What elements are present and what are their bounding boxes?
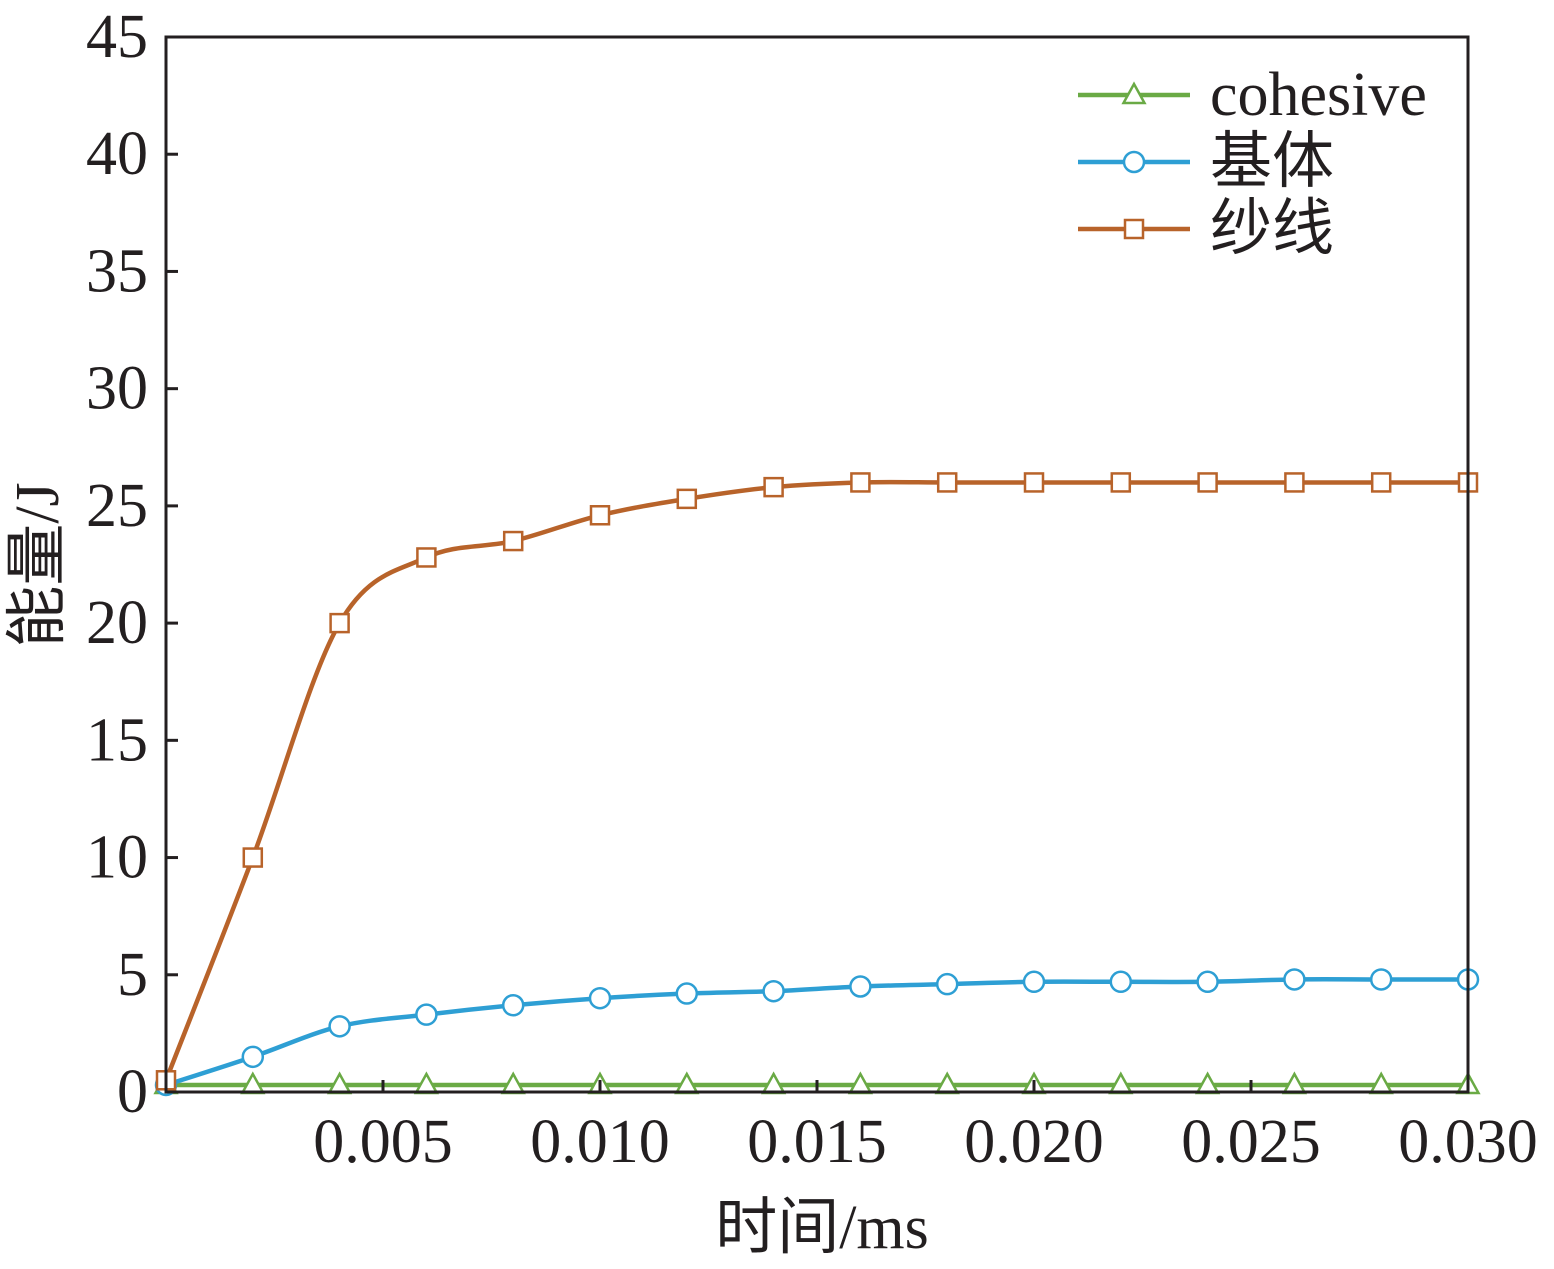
data-point-square xyxy=(1284,472,1305,493)
x-tick-label: 0.005 xyxy=(313,1108,453,1176)
data-point-square xyxy=(416,547,437,568)
data-point-square xyxy=(1110,472,1132,493)
y-tick-label: 15 xyxy=(86,706,148,774)
axis-ticks: 0 5 10 15 20 25 30 35 40 45 0.005 0.010 0.015 0.020 0.… xyxy=(86,3,1538,1176)
x-tick-label: 0.015 xyxy=(747,1108,887,1176)
y-tick-label: 20 xyxy=(86,589,148,657)
x-axis-title: 时间/ms xyxy=(715,1194,929,1262)
data-point-circle xyxy=(588,986,612,1010)
data-point-square xyxy=(676,488,698,510)
data-point-square xyxy=(502,530,524,552)
series-line-circle xyxy=(165,977,1468,1088)
data-point-square xyxy=(763,476,784,498)
y-tick-label: 25 xyxy=(86,472,148,540)
legend-marker-square xyxy=(1123,218,1145,240)
data-point-square xyxy=(589,505,611,526)
data-point-square xyxy=(850,472,871,493)
data-point-circle xyxy=(1369,968,1393,991)
y-axis-title: 能量/J xyxy=(4,482,72,647)
data-point-square xyxy=(1197,472,1218,493)
x-tick-label: 0.025 xyxy=(1181,1108,1321,1176)
data-point-circle xyxy=(241,1045,265,1069)
x-tick-label: 0.010 xyxy=(530,1108,670,1176)
data-point-square xyxy=(1370,472,1392,493)
data-point-circle xyxy=(849,975,872,998)
data-point-circle xyxy=(415,1003,438,1026)
legend-marker-circle xyxy=(1122,150,1146,174)
y-tick-label: 35 xyxy=(86,237,148,305)
y-tick-label: 45 xyxy=(86,3,148,71)
data-point-square xyxy=(1023,472,1045,493)
data-point-square xyxy=(329,612,350,634)
y-tick-label: 0 xyxy=(117,1058,148,1126)
data-point-square xyxy=(242,847,264,868)
series-layer xyxy=(153,472,1481,1097)
legend-label: cohesive xyxy=(1210,61,1427,129)
y-tick-label: 40 xyxy=(86,120,148,188)
legend-label: 基体 xyxy=(1210,128,1334,196)
x-tick-label: 0.030 xyxy=(1398,1108,1538,1176)
y-tick-label: 30 xyxy=(86,355,148,423)
data-point-circle xyxy=(1109,970,1133,994)
data-point-circle xyxy=(675,982,699,1005)
data-point-square xyxy=(936,472,958,493)
legend-label: 纱线 xyxy=(1210,195,1334,263)
data-point-circle xyxy=(501,994,525,1017)
data-point-circle xyxy=(1022,970,1046,994)
data-point-circle xyxy=(762,979,785,1003)
data-point-circle xyxy=(1283,968,1306,991)
x-tick-label: 0.020 xyxy=(964,1108,1104,1176)
data-point-circle xyxy=(1196,970,1219,994)
y-tick-label: 10 xyxy=(86,824,148,892)
y-tick-label: 5 xyxy=(117,941,148,1009)
data-point-circle xyxy=(328,1015,351,1038)
legend-marker-triangle xyxy=(1121,81,1147,105)
data-point-circle xyxy=(935,972,959,996)
